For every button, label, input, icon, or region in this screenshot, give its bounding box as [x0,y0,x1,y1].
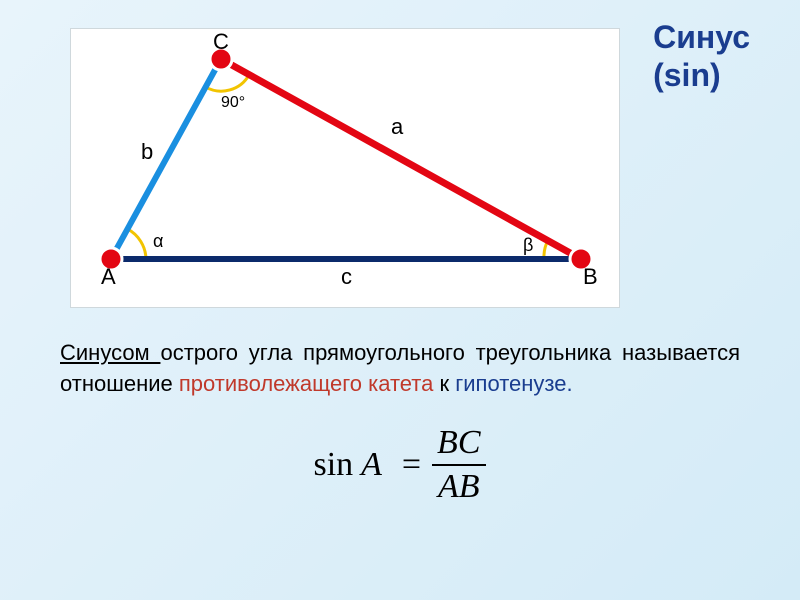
triangle-diagram: A B C b a c α β 90° [70,28,620,308]
formula-arg: A [361,446,382,483]
formula-fraction: BC AB [431,424,486,506]
formula-numer: BC [431,424,486,464]
side-label-a: a [391,114,404,139]
formula-lhs: sin A [314,446,382,484]
title-line2: (sin) [653,56,750,94]
def-seg1: Синусом [60,340,160,365]
def-seg5: гипотенузе. [455,371,572,396]
angle-arc-A [128,229,147,259]
title-line1: Синус [653,18,750,56]
formula-func: sin [314,446,354,483]
side-label-b: b [141,139,153,164]
vertex-label-C: C [213,29,229,54]
angle-label-B: β [523,235,533,255]
side-label-c: c [341,264,352,289]
vertex-label-A: A [101,264,116,289]
def-seg4: к [433,371,455,396]
title: Синус (sin) [653,18,750,95]
formula: sin A = BC AB [40,424,760,506]
triangle-svg: A B C b a c α β 90° [71,29,621,309]
angle-label-C: 90° [221,94,245,111]
angle-label-A: α [153,231,163,251]
definition-text: Синусом острого угла прямоугольного треу… [60,338,740,400]
def-seg3: противолежащего катета [179,371,433,396]
side-CB [221,59,581,259]
vertex-label-B: B [583,264,598,289]
side-AC [111,59,221,259]
equals-sign: = [402,446,421,484]
formula-denom: AB [432,464,486,506]
